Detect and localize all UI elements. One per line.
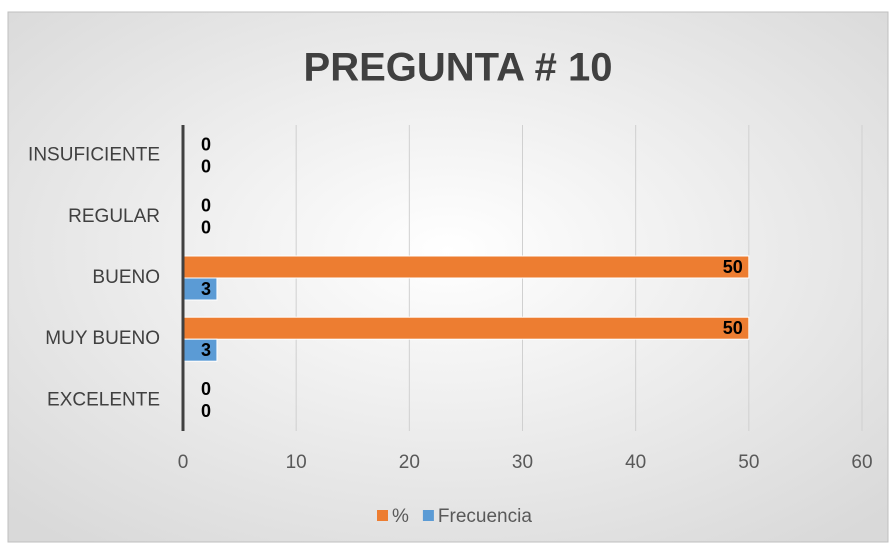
legend-swatch [422,510,434,521]
data-label: 0 [201,218,211,238]
bar [182,316,750,340]
chart-title: PREGUNTA # 10 [304,46,613,90]
data-label: 0 [201,379,211,399]
x-tick-label: 20 [399,452,420,473]
bar [182,255,750,279]
data-label: 0 [201,196,211,216]
x-tick-label: 10 [286,452,307,473]
legend-swatch [377,510,388,521]
y-tick-label: MUY BUENO [45,328,160,349]
bar [182,338,218,362]
data-label: 0 [201,156,211,176]
data-label: 50 [723,318,743,338]
y-tick-label: INSUFICIENTE [28,145,160,166]
x-tick-label: 0 [178,452,189,473]
data-label: 3 [201,340,211,360]
data-label: 0 [201,401,211,421]
x-tick-label: 60 [851,452,872,473]
bar [182,277,218,301]
x-tick-label: 40 [625,452,646,473]
legend-label: % [392,506,409,527]
y-tick-label: BUENO [92,267,160,288]
data-label: 3 [201,279,211,299]
x-tick-label: 50 [738,452,759,473]
data-label: 0 [201,134,211,154]
legend-label: Frecuencia [438,506,532,527]
data-label: 50 [723,257,743,277]
y-tick-label: EXCELENTE [47,389,160,410]
x-tick-label: 30 [512,452,533,473]
y-tick-label: REGULAR [68,206,160,227]
